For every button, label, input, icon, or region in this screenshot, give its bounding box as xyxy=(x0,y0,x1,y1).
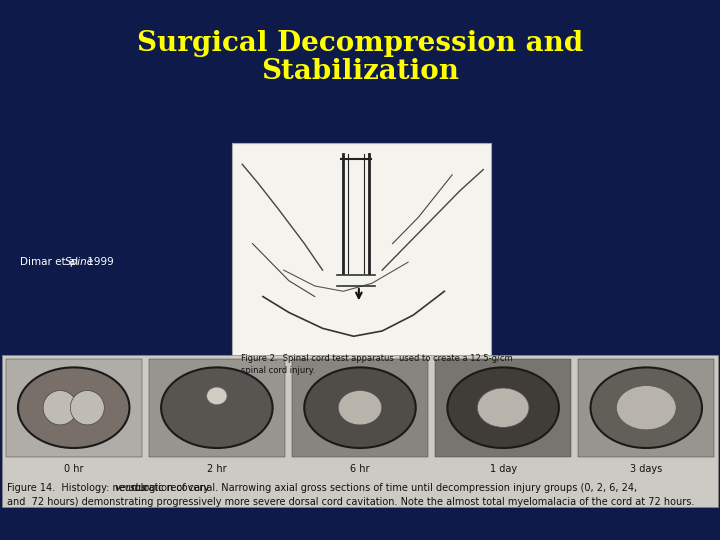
Text: and  72 hours) demonstrating progressively more severe dorsal cord cavitation. N: and 72 hours) demonstrating progressivel… xyxy=(7,497,695,507)
Bar xyxy=(292,359,428,457)
Ellipse shape xyxy=(207,387,227,405)
Text: 6 hr: 6 hr xyxy=(350,464,370,474)
Ellipse shape xyxy=(71,390,104,425)
Bar xyxy=(6,359,142,457)
Bar xyxy=(149,359,285,457)
Ellipse shape xyxy=(447,367,559,448)
Ellipse shape xyxy=(18,367,130,448)
Bar xyxy=(578,359,714,457)
Text: Stabilization: Stabilization xyxy=(261,58,459,85)
Text: 1999: 1999 xyxy=(84,257,114,267)
Ellipse shape xyxy=(338,390,382,425)
Ellipse shape xyxy=(616,386,676,430)
Bar xyxy=(435,359,571,457)
Text: 0 hr: 0 hr xyxy=(64,464,84,474)
Ellipse shape xyxy=(590,367,702,448)
Text: duration of canal. Narrowing axial gross sections of time until decompression in: duration of canal. Narrowing axial gross… xyxy=(129,483,637,492)
Ellipse shape xyxy=(43,390,77,425)
Ellipse shape xyxy=(305,367,415,448)
Bar xyxy=(232,143,491,408)
Bar xyxy=(2,355,718,507)
Text: Spine: Spine xyxy=(65,257,94,267)
Text: Figure 14.  Histology: neurologic recovery: Figure 14. Histology: neurologic recover… xyxy=(7,483,212,492)
Text: Surgical Decompression and: Surgical Decompression and xyxy=(137,30,583,57)
Text: Dimar et al: Dimar et al xyxy=(20,257,81,267)
Text: versus: versus xyxy=(114,483,146,492)
Text: 2 hr: 2 hr xyxy=(207,464,227,474)
Ellipse shape xyxy=(477,388,529,427)
Ellipse shape xyxy=(161,367,273,448)
Text: 1 day: 1 day xyxy=(490,464,517,474)
Text: 3 days: 3 days xyxy=(630,464,662,474)
Text: Figure 2.  Spinal cord test apparatus  used to create a 12.5-g/cm
spinal cord in: Figure 2. Spinal cord test apparatus use… xyxy=(241,354,513,375)
